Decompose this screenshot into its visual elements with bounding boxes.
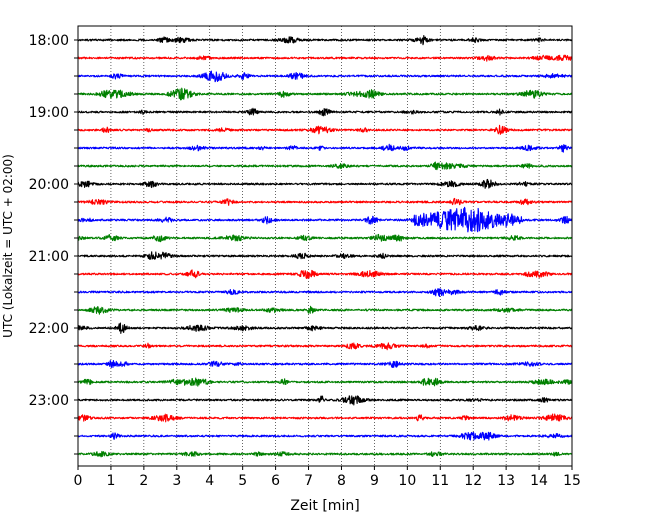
plot-frame [77,25,573,467]
trace-line-2045 [77,233,573,243]
trace-line-2130 [77,288,573,298]
trace-line-2300 [77,395,573,406]
x-tick-label: 2 [139,473,148,489]
trace-line-2115 [77,269,573,279]
trace-line-2000 [77,178,573,189]
trace-line-1945 [77,161,573,171]
trace-line-1915 [77,124,573,135]
x-tick-label: 4 [205,473,214,489]
trace-line-1845 [77,87,573,101]
x-tick-label: 14 [530,473,548,489]
trace-line-1815 [77,54,573,62]
x-tick-label: 11 [431,473,449,489]
y-tick-label: 19:00 [29,105,69,121]
trace-line-2200 [77,322,573,334]
trace-line-2100 [77,251,573,261]
trace-line-2030 [77,206,573,233]
trace-line-2330 [77,431,573,441]
trace-line-2345 [77,450,573,458]
x-tick-label: 10 [398,473,416,489]
x-tick-label: 7 [304,473,313,489]
trace-layer [77,34,573,458]
trace-line-2230 [77,360,573,368]
trace-line-1830 [77,70,573,83]
x-tick-label: 12 [464,473,482,489]
x-tick-label: 3 [172,473,181,489]
x-tick-label: 15 [563,473,581,489]
y-axis-label: UTC (Lokalzeit = UTC + 02:00) [1,154,15,338]
trace-line-2215 [77,342,573,351]
x-tick-label: 8 [337,473,346,489]
trace-line-1930 [77,143,573,153]
y-tick-label: 20:00 [29,177,69,193]
tick-layer: 0 1 2 3 4 5 6 7 8 9 10 11 12 13 14 1518:0019:0020:0021:… [29,33,581,489]
y-tick-label: 21:00 [29,249,69,265]
y-tick-label: 22:00 [29,321,69,337]
trace-line-2015 [77,197,573,206]
trace-line-1800 [77,34,573,46]
x-tick-label: 0 [74,473,83,489]
x-tick-label: 5 [238,473,247,489]
y-tick-label: 23:00 [29,393,69,409]
y-tick-label: 18:00 [29,33,69,49]
x-tick-label: 9 [370,473,379,489]
x-axis-label: Zeit [min] [290,498,359,514]
grid-layer [110,26,540,466]
x-tick-label: 13 [497,473,515,489]
trace-line-2245 [77,377,573,387]
trace-line-2315 [77,413,573,423]
trace-line-1900 [77,107,573,117]
x-tick-label: 6 [271,473,280,489]
x-tick-label: 1 [106,473,115,489]
trace-line-2145 [77,305,573,315]
